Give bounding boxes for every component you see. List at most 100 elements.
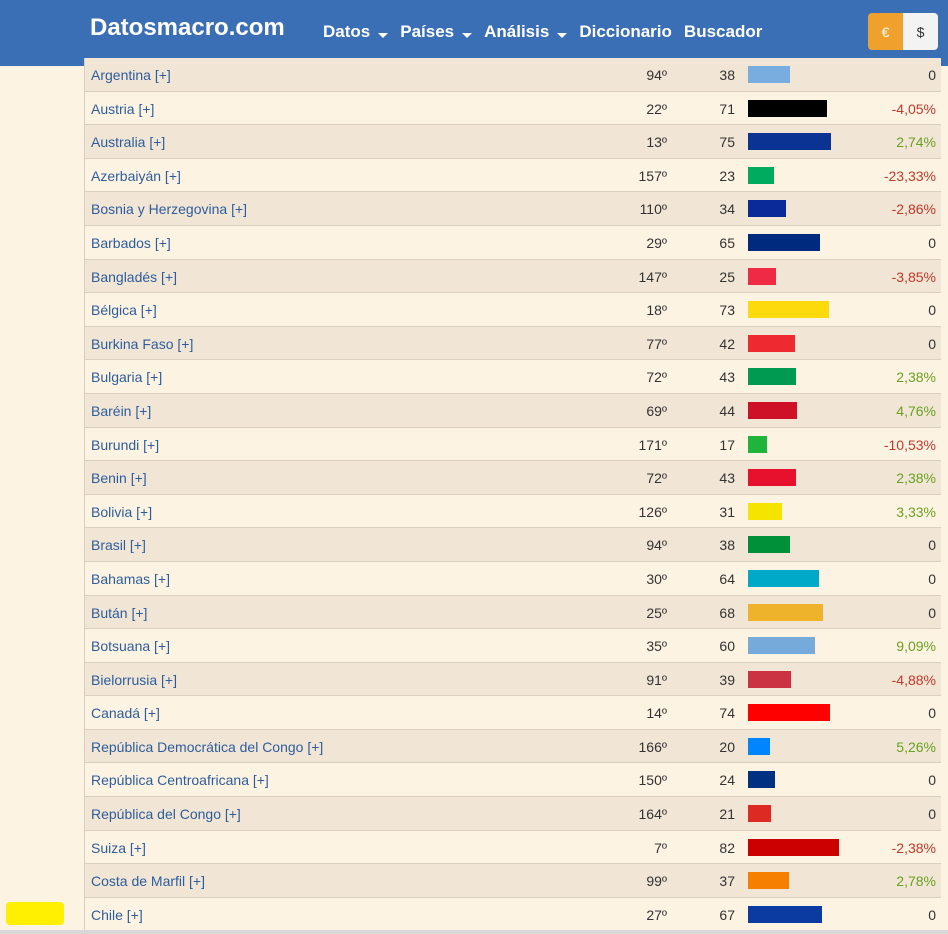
score-bar bbox=[748, 838, 840, 856]
score-bar bbox=[748, 872, 790, 890]
score-bar bbox=[748, 66, 791, 83]
score-value: 38 bbox=[719, 67, 735, 83]
score-value: 34 bbox=[719, 201, 735, 218]
score-bar bbox=[748, 805, 772, 823]
table-row: Barbados [+] 29º 65 0 bbox=[84, 225, 941, 260]
score-bar bbox=[748, 200, 786, 218]
rank-value: 164º bbox=[638, 806, 667, 823]
score-value: 38 bbox=[719, 537, 735, 554]
change-value: 5,26% bbox=[896, 738, 936, 755]
country-link[interactable]: Costa de Marfil [+] bbox=[91, 873, 205, 890]
change-value: -23,33% bbox=[883, 167, 936, 184]
rank-value: 77º bbox=[646, 335, 667, 352]
score-bar bbox=[748, 334, 795, 352]
table-row: Australia [+] 13º 75 2,74% bbox=[84, 125, 941, 159]
score-value: 74 bbox=[719, 705, 735, 722]
country-link[interactable]: Bangladés [+] bbox=[91, 268, 178, 285]
rank-value: 27º bbox=[646, 906, 667, 923]
currency-usd-button[interactable]: $ bbox=[903, 13, 938, 50]
country-link[interactable]: Barbados [+] bbox=[91, 234, 171, 251]
change-value: -2,86% bbox=[891, 201, 936, 218]
table-row: Botsuana [+] 35º 60 9,09% bbox=[84, 629, 941, 663]
country-link[interactable]: Bahamas [+] bbox=[91, 570, 170, 587]
nav-datos[interactable]: Datos bbox=[323, 22, 389, 42]
country-link[interactable]: Bélgica [+] bbox=[91, 302, 157, 319]
country-link[interactable]: República Centroafricana [+] bbox=[91, 772, 269, 789]
rank-value: 72º bbox=[646, 470, 667, 487]
country-link[interactable]: Chile [+] bbox=[91, 906, 143, 923]
country-link[interactable]: Suiza [+] bbox=[91, 839, 146, 856]
country-link[interactable]: Bielorrusia [+] bbox=[91, 671, 177, 688]
rank-value: 150º bbox=[638, 772, 667, 789]
currency-eur-button[interactable]: € bbox=[868, 13, 903, 50]
change-value: 2,74% bbox=[896, 134, 936, 151]
table-row: Bolivia [+] 126º 31 3,33% bbox=[84, 494, 941, 529]
score-value: 23 bbox=[719, 167, 735, 184]
change-value: -4,05% bbox=[891, 100, 936, 117]
change-value: 0 bbox=[928, 570, 936, 587]
country-link[interactable]: Benin [+] bbox=[91, 470, 147, 487]
score-bar bbox=[748, 603, 824, 621]
score-value: 43 bbox=[719, 470, 735, 487]
country-link[interactable]: Austria [+] bbox=[91, 100, 155, 117]
rank-value: 72º bbox=[646, 369, 667, 386]
country-link[interactable]: Burkina Faso [+] bbox=[91, 335, 194, 352]
score-bar bbox=[748, 166, 774, 184]
score-bar bbox=[748, 435, 767, 453]
change-value: 0 bbox=[928, 302, 936, 319]
table-row: Bielorrusia [+] 91º 39 -4,88% bbox=[84, 662, 941, 697]
country-link[interactable]: Canadá [+] bbox=[91, 705, 160, 722]
country-link[interactable]: Azerbaiyán [+] bbox=[91, 167, 181, 184]
score-value: 67 bbox=[719, 906, 735, 923]
table-row: República del Congo [+] 164º 21 0 bbox=[84, 797, 941, 831]
score-bar bbox=[748, 469, 796, 487]
table-row: Brasil [+] 94º 38 0 bbox=[84, 528, 941, 562]
caret-down-icon bbox=[378, 32, 389, 38]
change-value: 0 bbox=[928, 335, 936, 352]
country-link[interactable]: República Democrática del Congo [+] bbox=[91, 738, 324, 755]
change-value: 0 bbox=[928, 604, 936, 621]
score-value: 25 bbox=[719, 268, 735, 285]
table-row: Burkina Faso [+] 77º 42 0 bbox=[84, 326, 941, 361]
nav-datos-label: Datos bbox=[323, 22, 371, 41]
change-value: -10,53% bbox=[883, 436, 936, 453]
country-link[interactable]: Australia [+] bbox=[91, 134, 166, 151]
table-row: República Centroafricana [+] 150º 24 0 bbox=[84, 763, 941, 798]
table-row: Bulgaria [+] 72º 43 2,38% bbox=[84, 360, 941, 394]
rank-value: 126º bbox=[638, 503, 667, 520]
country-link[interactable]: República del Congo [+] bbox=[91, 806, 241, 823]
score-bar bbox=[748, 569, 820, 587]
country-link[interactable]: Brasil [+] bbox=[91, 537, 146, 554]
country-link[interactable]: Baréin [+] bbox=[91, 402, 152, 419]
country-link[interactable]: Argentina [+] bbox=[91, 67, 171, 83]
table-row: Azerbaiyán [+] 157º 23 -23,33% bbox=[84, 158, 941, 193]
nav-analisis[interactable]: Análisis bbox=[484, 22, 568, 42]
country-link[interactable]: Bolivia [+] bbox=[91, 503, 153, 520]
table-row: Bután [+] 25º 68 0 bbox=[84, 595, 941, 630]
country-link[interactable]: Bután [+] bbox=[91, 604, 148, 621]
rank-value: 18º bbox=[646, 302, 667, 319]
change-value: 2,38% bbox=[896, 369, 936, 386]
score-bar bbox=[748, 401, 797, 419]
score-value: 68 bbox=[719, 604, 735, 621]
change-value: 4,76% bbox=[896, 402, 936, 419]
country-link[interactable]: Botsuana [+] bbox=[91, 638, 171, 655]
rank-value: 7º bbox=[654, 839, 667, 856]
score-bar bbox=[748, 737, 771, 755]
country-link[interactable]: Burundi [+] bbox=[91, 436, 160, 453]
score-value: 43 bbox=[719, 369, 735, 386]
table-row: Bosnia y Herzegovina [+] 110º 34 -2,86% bbox=[84, 192, 941, 226]
table-row: Costa de Marfil [+] 99º 37 2,78% bbox=[84, 864, 941, 898]
change-value: 2,78% bbox=[896, 873, 936, 890]
nav-paises-label: Países bbox=[400, 22, 455, 41]
nav-paises[interactable]: Países bbox=[400, 22, 473, 42]
country-link[interactable]: Bulgaria [+] bbox=[91, 369, 163, 386]
nav-diccionario[interactable]: Diccionario bbox=[579, 22, 672, 42]
country-link[interactable]: Bosnia y Herzegovina [+] bbox=[91, 201, 248, 218]
table-row: Austria [+] 22º 71 -4,05% bbox=[84, 91, 941, 126]
table-row: Bangladés [+] 147º 25 -3,85% bbox=[84, 259, 941, 294]
brand-logo[interactable]: Datosmacro.com bbox=[90, 14, 285, 41]
score-value: 37 bbox=[719, 873, 735, 890]
currency-switch: € $ bbox=[868, 13, 938, 50]
nav-buscador[interactable]: Buscador bbox=[684, 22, 762, 42]
